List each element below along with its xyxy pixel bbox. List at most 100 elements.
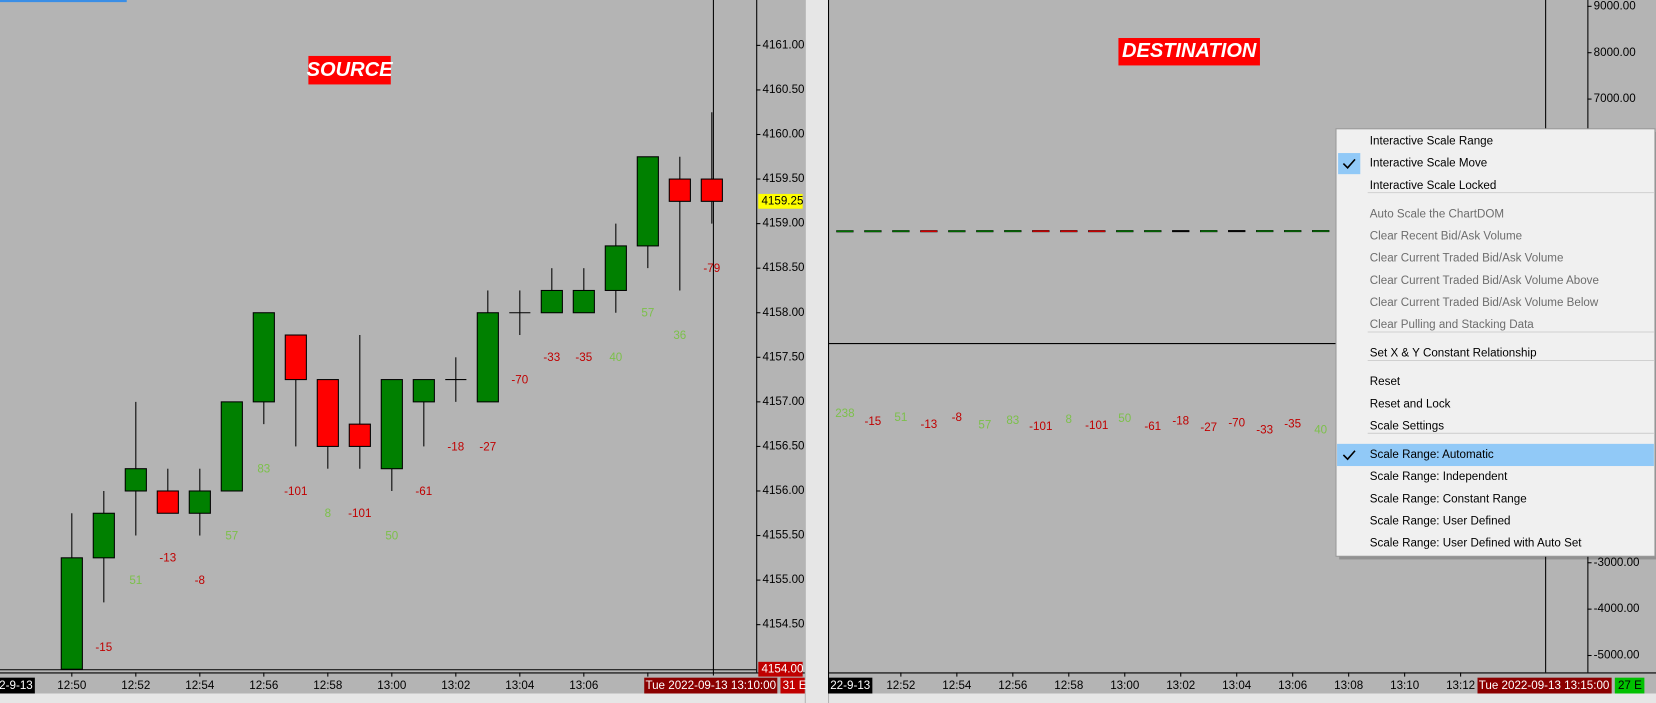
menu-item[interactable]: Scale Range: User Defined with Auto Set (1370, 537, 1582, 550)
price-label: 4161.00 (763, 38, 805, 51)
delta-label: 57 (978, 418, 991, 431)
delta-label: -33 (543, 351, 560, 364)
candle-body (1172, 230, 1190, 233)
delta-label: -70 (511, 373, 528, 386)
price-label: -3000.00 (1594, 556, 1640, 569)
price-label: 4157.00 (763, 395, 805, 408)
price-label: 8000.00 (1594, 46, 1636, 59)
menu-item[interactable]: Reset (1370, 375, 1401, 388)
delta-label: -13 (159, 552, 176, 565)
price-label: 4156.50 (763, 439, 805, 452)
candle-body (700, 178, 723, 202)
candle-body (220, 401, 243, 492)
candle-body (156, 490, 179, 514)
menu-item[interactable]: Set X & Y Constant Relationship (1370, 347, 1537, 360)
delta-label: -101 (1029, 420, 1052, 433)
candle-body (540, 289, 563, 314)
delta-label: -61 (1144, 420, 1161, 433)
date-tag: 22-9-13 (0, 679, 33, 692)
menu-item[interactable]: Interactive Scale Move (1370, 157, 1487, 170)
candle-body (348, 423, 371, 447)
destination-axes: 9000.00 8000.00 7000.00 -3000.00 -4000.00 -50… (829, 0, 1645, 694)
price-label: 4156.00 (763, 484, 805, 497)
price-marker-box (758, 193, 803, 209)
menu-highlight (1337, 443, 1654, 467)
menu-item[interactable]: Reset and Lock (1370, 397, 1451, 410)
menu-item[interactable]: Scale Range: Automatic (1370, 448, 1494, 461)
candle-body (92, 512, 115, 559)
low-marker-box (758, 661, 803, 677)
time-label: 13:04 (1222, 679, 1252, 692)
menu-item[interactable]: Scale Range: Independent (1370, 470, 1508, 483)
candle-body (604, 245, 627, 291)
delta-label: -27 (479, 440, 496, 453)
context-menu: Interactive Scale Range Interactive Scale… (1335, 128, 1656, 560)
menu-item: Clear Recent Bid/Ask Volume (1370, 230, 1522, 243)
delta-label: 57 (225, 529, 238, 542)
candle-body (976, 230, 994, 233)
candle-body (284, 334, 307, 381)
right-tag: 31 E (783, 679, 807, 692)
check-box (1338, 153, 1361, 175)
price-label: 4160.50 (763, 83, 805, 96)
price-label: -5000.00 (1594, 649, 1640, 662)
source-axes: 4154.50 4155.00 4155.50 4156.00 4156.50 4157.… (0, 38, 807, 694)
candle-body (412, 379, 435, 403)
delta-label: 50 (1118, 412, 1131, 425)
candle-body (188, 490, 211, 514)
price-label: 4155.50 (763, 529, 805, 542)
delta-label: 57 (641, 307, 654, 320)
right-tag-box (780, 677, 805, 694)
date-tag-box (0, 677, 35, 694)
price-label: -4000.00 (1594, 602, 1640, 615)
candle-body (1144, 230, 1162, 233)
menu-item[interactable]: Interactive Scale Locked (1370, 179, 1497, 192)
candle-body (892, 230, 910, 233)
menu-item: Clear Pulling and Stacking Data (1370, 318, 1535, 331)
low-marker: 4154.00 (761, 662, 803, 675)
candle-body (920, 230, 938, 233)
menu-item[interactable]: Scale Range: User Defined (1370, 515, 1511, 528)
menu-item: Clear Current Traded Bid/Ask Volume Abov… (1370, 274, 1599, 287)
delta-label: 36 (673, 329, 686, 342)
delta-label: -15 (864, 415, 881, 428)
time-label: 13:10 (1390, 679, 1419, 692)
delta-label: -13 (920, 418, 937, 431)
menu-item[interactable]: Scale Settings (1370, 420, 1444, 433)
candle-body (1060, 230, 1078, 233)
check-mark (1342, 158, 1356, 169)
candle-body (836, 230, 854, 233)
menu-item[interactable]: Interactive Scale Range (1370, 135, 1493, 148)
price-label: 4158.50 (763, 261, 805, 274)
delta-label: 83 (257, 463, 270, 476)
time-label: 13:08 (1334, 679, 1363, 692)
menu-item: Auto Scale the ChartDOM (1370, 207, 1504, 220)
delta-label: -33 (1256, 424, 1273, 437)
time-label: 12:58 (1054, 679, 1083, 692)
time-label: 12:54 (185, 679, 215, 692)
delta-label: 40 (1314, 424, 1327, 437)
delta-label: -61 (415, 485, 432, 498)
time-label: 13:00 (1110, 679, 1139, 692)
delta-label: 40 (609, 351, 622, 364)
right-tag-box (1614, 677, 1645, 694)
time-label: 12:56 (249, 679, 278, 692)
menu-item[interactable]: Scale Range: Constant Range (1370, 492, 1527, 505)
title-box (1118, 38, 1260, 66)
delta-label: 50 (385, 529, 398, 542)
tab-indicator (0, 0, 127, 3)
candle-body (636, 156, 659, 247)
scrollbar[interactable] (829, 693, 1656, 703)
time-tag-box (1477, 677, 1612, 694)
price-label: 7000.00 (1594, 92, 1636, 105)
menu-panel (1335, 128, 1656, 557)
time-tag-box (644, 677, 778, 694)
splitter[interactable] (805, 0, 828, 703)
scrollbar[interactable] (0, 693, 805, 703)
candle-body (1312, 230, 1330, 233)
time-label: 12:50 (57, 679, 86, 692)
